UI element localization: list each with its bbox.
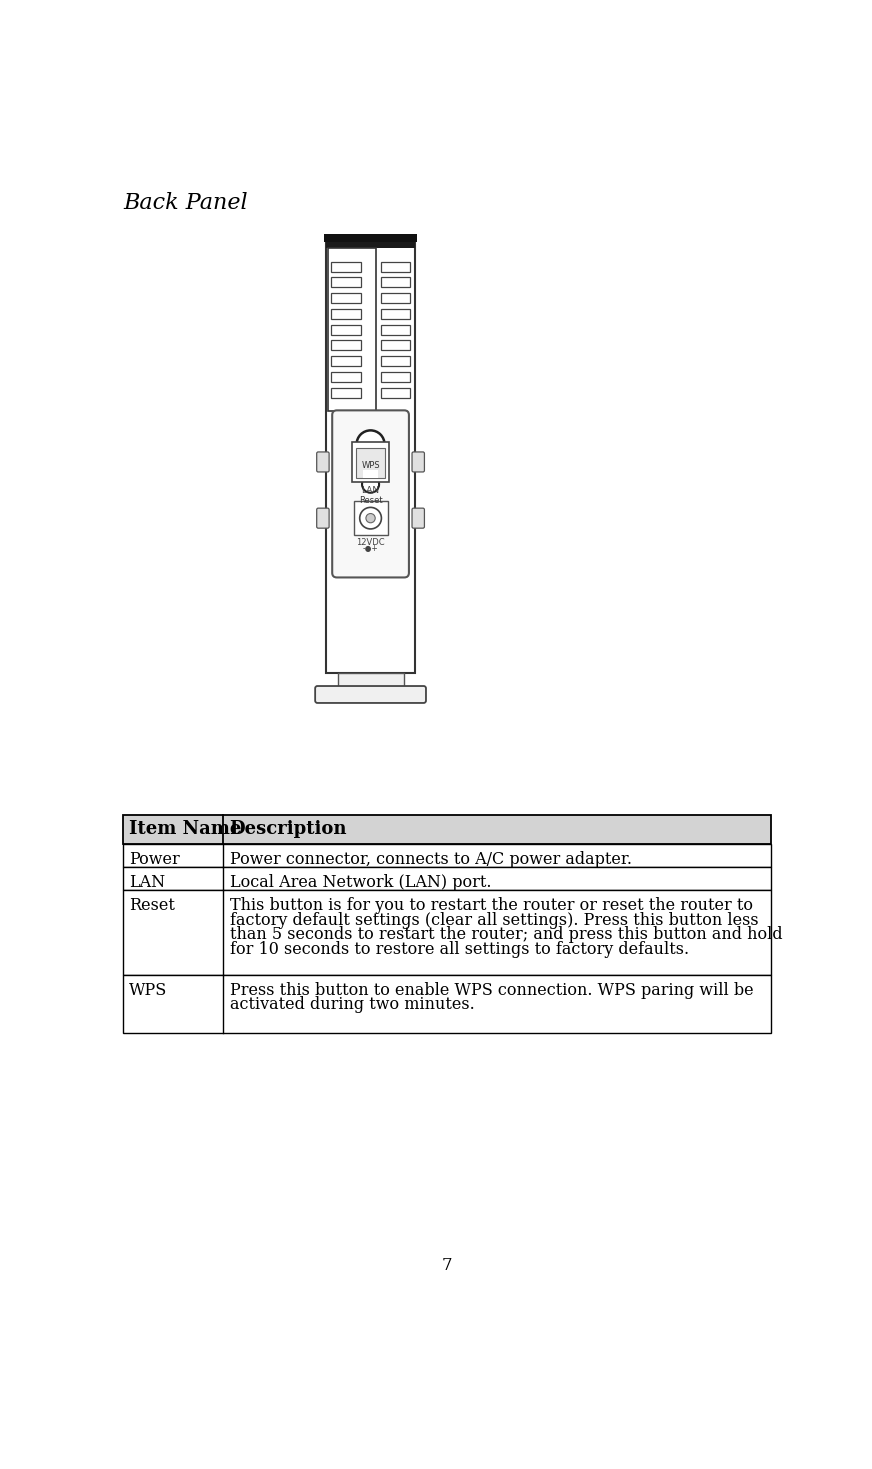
Text: 7: 7 [441, 1256, 453, 1274]
Bar [352, 442, 389, 482]
FancyBboxPatch shape [317, 508, 329, 529]
FancyBboxPatch shape [315, 686, 426, 704]
Bar [337, 673, 404, 689]
Bar [331, 372, 361, 382]
Bar [381, 261, 411, 272]
Bar [324, 234, 417, 242]
Bar [363, 470, 378, 477]
Bar [328, 248, 377, 411]
Bar [331, 325, 361, 335]
Bar [381, 278, 411, 288]
Bar [331, 341, 361, 350]
Text: WPS: WPS [129, 981, 167, 999]
Text: than 5 seconds to restart the router; and press this button and hold: than 5 seconds to restart the router; an… [229, 927, 782, 943]
Text: Press this button to enable WPS connection. WPS paring will be: Press this button to enable WPS connecti… [229, 981, 753, 999]
FancyBboxPatch shape [332, 410, 409, 577]
Bar [381, 294, 411, 303]
FancyBboxPatch shape [317, 452, 329, 472]
Bar [353, 501, 388, 535]
Bar [326, 242, 415, 673]
Text: Back Panel: Back Panel [123, 192, 248, 214]
Bar [381, 308, 411, 319]
Text: factory default settings (clear all settings). Press this button less: factory default settings (clear all sett… [229, 912, 758, 928]
Bar [331, 308, 361, 319]
Text: Item Name: Item Name [129, 820, 242, 839]
Text: for 10 seconds to restore all settings to factory defaults.: for 10 seconds to restore all settings t… [229, 940, 689, 958]
Bar [123, 975, 771, 1033]
Circle shape [360, 507, 381, 529]
Bar [381, 388, 411, 398]
FancyBboxPatch shape [412, 452, 425, 472]
Text: This button is for you to restart the router or reset the router to: This button is for you to restart the ro… [229, 898, 753, 914]
FancyBboxPatch shape [412, 508, 425, 529]
Bar [356, 448, 385, 477]
Text: WPS: WPS [361, 461, 380, 470]
Circle shape [357, 430, 385, 458]
Text: 12VDC: 12VDC [357, 538, 385, 546]
Circle shape [362, 476, 379, 492]
Text: Power connector, connects to A/C power adapter.: Power connector, connects to A/C power a… [229, 851, 631, 868]
Bar [381, 372, 411, 382]
Bar [331, 278, 361, 288]
Bar [381, 325, 411, 335]
Bar [331, 388, 361, 398]
Text: Reset: Reset [358, 497, 383, 505]
Bar [123, 867, 771, 890]
Text: Description: Description [229, 820, 347, 839]
Bar [123, 815, 771, 843]
Text: LAN: LAN [362, 486, 379, 495]
Bar [123, 890, 771, 975]
Bar [381, 341, 411, 350]
Bar [123, 843, 771, 867]
Text: Power: Power [129, 851, 180, 868]
Text: -●+: -●+ [363, 545, 378, 554]
Bar [331, 294, 361, 303]
Bar [331, 261, 361, 272]
Bar [381, 355, 411, 366]
Text: Local Area Network (LAN) port.: Local Area Network (LAN) port. [229, 874, 491, 890]
Text: activated during two minutes.: activated during two minutes. [229, 996, 474, 1014]
Text: LAN: LAN [129, 874, 166, 890]
Bar [331, 355, 361, 366]
Text: Reset: Reset [129, 898, 175, 914]
Circle shape [366, 514, 375, 523]
Bar [326, 242, 415, 248]
